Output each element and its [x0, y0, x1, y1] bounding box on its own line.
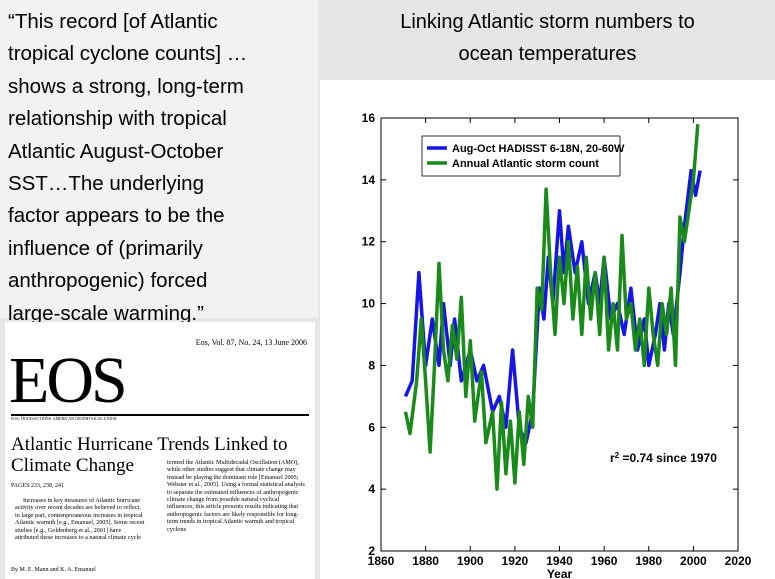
series-line: [403, 124, 700, 491]
pages: PAGES 233, 238, 241: [11, 483, 64, 489]
body-column: termed the Atlantic Multidecadal Oscilla…: [167, 459, 305, 533]
x-axis-label: Year: [547, 567, 573, 579]
quote-line: relationship with tropical: [8, 107, 227, 131]
heading: Linking Atlantic storm numbers to ocean t…: [320, 6, 775, 70]
quote-line: large-scale warming.”: [8, 301, 204, 325]
body-column: Increases in key measures of Atlantic hu…: [15, 497, 145, 542]
headline: Atlantic Hurricane Trends Linked to Clim…: [11, 434, 288, 476]
y-tick-label: 8: [368, 358, 375, 372]
annotation-part: 2: [615, 451, 620, 460]
x-tick-label: 1860: [368, 554, 395, 568]
y-tick-label: 2: [368, 544, 375, 558]
chart: 2 4 6 8 10 12 14 16 1860 1880 1900 1920 1940 1960 1980…: [320, 80, 775, 579]
quote-line: influence of (primarily: [8, 236, 203, 260]
x-tick-label: 1880: [412, 554, 439, 568]
masthead: Eos, Vol. 87, No. 24, 13 June 2006: [195, 338, 307, 347]
y-tick-label: 4: [368, 482, 375, 496]
byline: By M. E. Mann and K. A. Emanuel: [11, 567, 96, 573]
annotation-part: =0.74 since 1970: [619, 451, 717, 465]
quote: “This record [of Atlantic tropical cyclon…: [0, 0, 318, 325]
y-tick-label: 10: [362, 297, 376, 311]
heading-line: Linking Atlantic storm numbers to: [400, 11, 695, 33]
series-line: [403, 168, 702, 445]
x-tick-label: 1900: [457, 554, 484, 568]
x-tick-label: 2020: [725, 554, 752, 568]
quote-line: Atlantic August-October: [8, 139, 224, 163]
quote-line: anthropogenic) forced: [8, 269, 208, 293]
annotation: r2 =0.74 since 1970: [610, 451, 717, 466]
logo-sub: EOS, TRANSACTIONS, AMERICAN GEOPHYSICAL …: [11, 414, 309, 421]
quote-line: SST…The underlying: [8, 172, 204, 196]
y-tick-label: 12: [362, 235, 376, 249]
x-tick-label: 1980: [635, 554, 662, 568]
x-tick-label: 1960: [591, 554, 618, 568]
x-tick-label: 1920: [502, 554, 529, 568]
quote-line: factor appears to be the: [8, 204, 225, 228]
logo: EOS: [9, 344, 128, 417]
annotation-part: r: [610, 451, 615, 465]
x-tick-label: 1940: [546, 554, 573, 568]
legend-box: [421, 135, 621, 177]
x-tick-label: 2000: [680, 554, 707, 568]
quote-line: tropical cyclone counts] …: [8, 42, 248, 66]
quote-line: “This record [of Atlantic: [8, 10, 218, 33]
quote-line: shows a strong, long-term: [8, 74, 244, 98]
legend-label: Aug-Oct HADISST 6-18N, 20-60W: [452, 143, 625, 155]
article-image: Eos, Vol. 87, No. 24, 13 June 2006 EOS E…: [5, 322, 315, 579]
y-tick-label: 14: [362, 173, 376, 187]
legend-label: Annual Atlantic storm count: [452, 158, 599, 170]
y-tick-label: 6: [368, 420, 375, 434]
y-tick-label: 16: [362, 111, 376, 125]
heading-line: ocean temperatures: [458, 43, 637, 65]
